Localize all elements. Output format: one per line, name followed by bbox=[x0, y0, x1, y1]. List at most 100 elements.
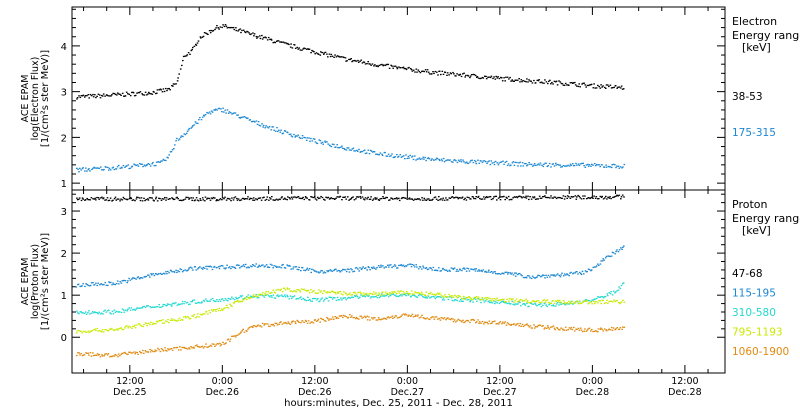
data-point bbox=[354, 267, 357, 269]
data-point bbox=[311, 49, 313, 52]
data-point bbox=[106, 94, 108, 97]
data-point bbox=[259, 293, 262, 296]
data-point bbox=[169, 151, 172, 153]
data-point bbox=[579, 163, 582, 165]
data-point bbox=[182, 269, 185, 272]
data-point bbox=[117, 311, 119, 313]
data-point bbox=[542, 165, 545, 168]
data-point bbox=[166, 320, 168, 323]
data-point bbox=[607, 255, 609, 257]
data-point bbox=[199, 313, 202, 315]
data-point bbox=[512, 323, 515, 326]
data-point bbox=[223, 198, 225, 200]
data-point bbox=[162, 350, 165, 352]
data-point bbox=[342, 56, 344, 58]
data-point bbox=[335, 146, 337, 148]
data-point bbox=[109, 328, 111, 330]
data-point bbox=[383, 64, 385, 66]
data-point bbox=[490, 271, 493, 273]
data-point bbox=[534, 302, 536, 304]
data-point bbox=[211, 297, 214, 300]
data-point bbox=[267, 323, 269, 325]
data-point bbox=[84, 170, 86, 172]
data-point bbox=[121, 328, 123, 331]
data-point bbox=[178, 199, 181, 201]
data-point bbox=[112, 313, 115, 315]
data-point bbox=[312, 298, 314, 300]
data-point bbox=[134, 324, 136, 326]
data-point bbox=[179, 346, 181, 348]
data-point bbox=[546, 196, 548, 199]
data-point bbox=[300, 270, 302, 272]
data-point bbox=[363, 267, 366, 270]
data-point bbox=[156, 306, 158, 308]
data-point bbox=[551, 163, 554, 165]
data-point bbox=[555, 303, 558, 305]
data-point bbox=[276, 130, 279, 133]
data-point bbox=[229, 27, 231, 29]
data-point bbox=[560, 166, 562, 168]
data-point bbox=[595, 265, 598, 267]
data-point bbox=[378, 293, 381, 295]
data-point bbox=[81, 332, 83, 334]
data-point bbox=[563, 273, 566, 275]
data-point bbox=[313, 51, 315, 53]
data-point bbox=[411, 313, 414, 315]
data-point bbox=[263, 324, 265, 326]
data-point bbox=[338, 299, 341, 301]
data-point bbox=[527, 81, 529, 83]
data-point bbox=[413, 264, 415, 266]
data-point bbox=[382, 318, 384, 320]
data-point bbox=[235, 296, 237, 299]
data-point bbox=[436, 295, 439, 298]
data-point bbox=[492, 320, 495, 323]
data-point bbox=[327, 318, 329, 320]
data-point bbox=[221, 298, 224, 300]
data-point bbox=[467, 297, 469, 299]
data-point bbox=[326, 297, 328, 300]
data-point bbox=[451, 299, 454, 302]
data-point bbox=[178, 271, 181, 273]
data-point bbox=[521, 323, 524, 326]
data-point bbox=[316, 142, 319, 145]
data-point bbox=[403, 197, 406, 199]
data-point bbox=[381, 63, 383, 66]
data-point bbox=[534, 82, 537, 84]
data-point bbox=[592, 299, 594, 301]
data-point bbox=[421, 314, 423, 316]
data-point bbox=[424, 69, 427, 71]
data-point bbox=[534, 325, 537, 328]
data-point bbox=[153, 165, 156, 167]
data-point bbox=[614, 329, 616, 331]
data-point bbox=[466, 267, 468, 269]
data-point bbox=[570, 271, 572, 274]
data-point bbox=[447, 298, 450, 301]
data-point bbox=[131, 278, 133, 280]
data-point bbox=[507, 323, 510, 325]
data-point bbox=[336, 144, 338, 146]
proton-panel: ACE EPAM log(Proton Flux) [1/(cm²s ster Me… bbox=[20, 189, 800, 374]
data-point bbox=[566, 273, 568, 275]
data-point bbox=[238, 296, 240, 299]
data-point bbox=[222, 341, 224, 343]
data-point bbox=[273, 325, 275, 327]
data-point bbox=[289, 295, 292, 297]
data-point bbox=[305, 299, 308, 302]
data-point bbox=[210, 309, 213, 311]
data-point bbox=[510, 273, 512, 275]
data-point bbox=[501, 323, 503, 325]
data-point bbox=[197, 200, 200, 202]
data-point bbox=[321, 318, 323, 320]
data-point bbox=[224, 268, 227, 270]
data-point bbox=[374, 293, 376, 295]
data-point bbox=[475, 296, 478, 298]
data-point bbox=[204, 196, 207, 198]
data-point bbox=[524, 196, 526, 199]
data-point bbox=[268, 295, 270, 297]
data-point bbox=[443, 269, 446, 271]
data-point bbox=[291, 136, 294, 138]
data-point bbox=[272, 42, 275, 44]
data-point bbox=[346, 60, 348, 62]
data-point bbox=[301, 135, 304, 137]
data-point bbox=[196, 316, 198, 318]
